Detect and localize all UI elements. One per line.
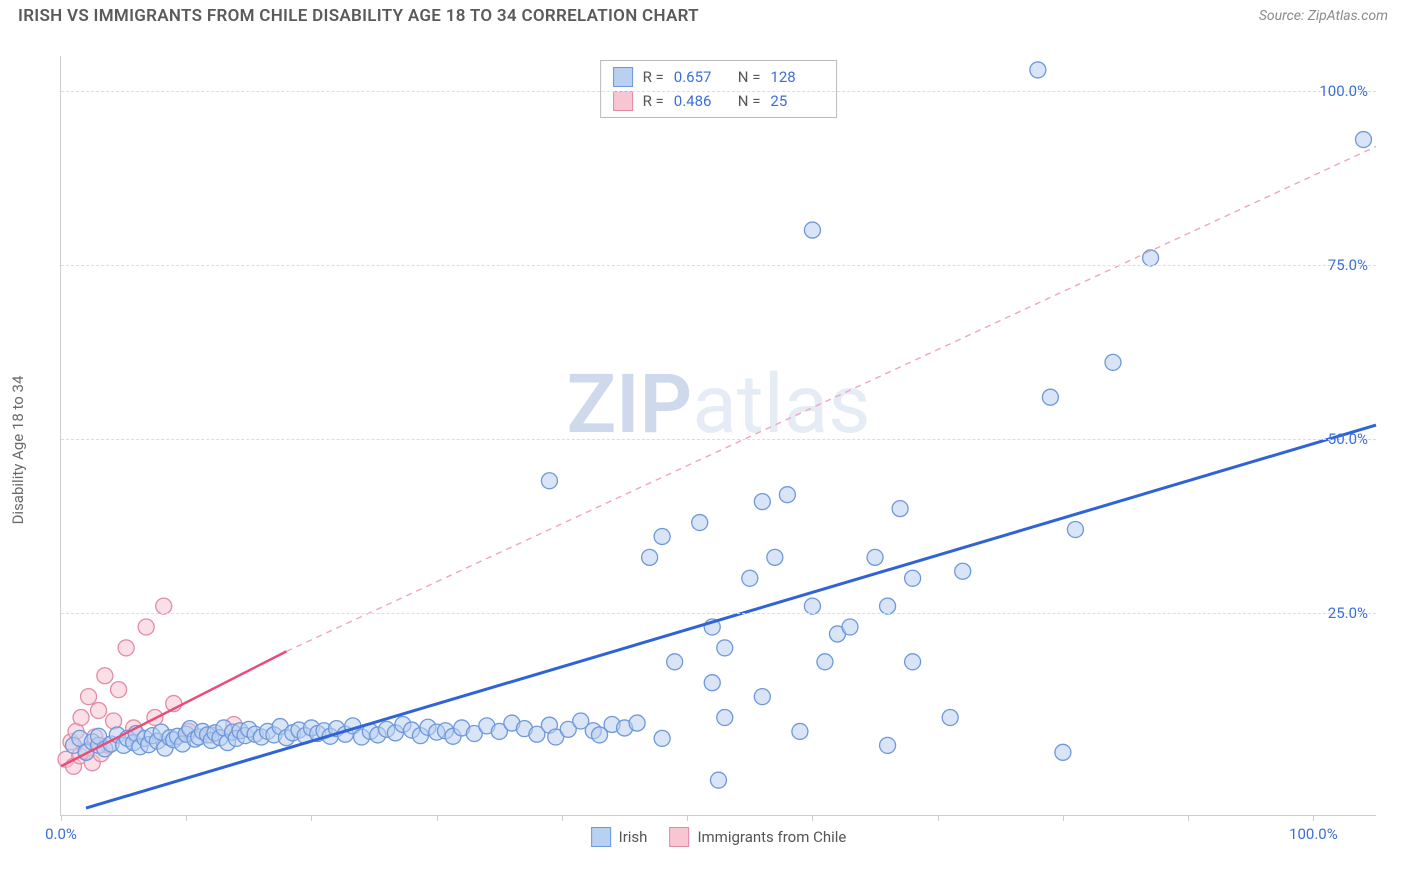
data-point bbox=[156, 598, 172, 614]
x-tick bbox=[186, 815, 187, 821]
y-tick-label: 75.0% bbox=[1328, 256, 1368, 274]
header-row: IRISH VS IMMIGRANTS FROM CHILE DISABILIT… bbox=[0, 0, 1406, 32]
data-point bbox=[654, 730, 670, 746]
trend-line bbox=[86, 425, 1376, 808]
data-point bbox=[804, 598, 820, 614]
plot-area: ZIPatlas R = 0.657 N = 128 R = 0.486 N =… bbox=[60, 56, 1376, 816]
y-tick-label: 50.0% bbox=[1328, 430, 1368, 448]
data-point bbox=[111, 682, 127, 698]
data-point bbox=[138, 619, 154, 635]
data-point bbox=[1067, 522, 1083, 538]
data-point bbox=[942, 710, 958, 726]
legend-swatch-irish bbox=[591, 827, 611, 847]
data-point bbox=[754, 689, 770, 705]
source-value: ZipAtlas.com bbox=[1308, 8, 1388, 24]
legend-item-irish: Irish bbox=[591, 827, 648, 847]
data-point bbox=[73, 710, 89, 726]
data-point bbox=[654, 528, 670, 544]
x-tick bbox=[1188, 815, 1189, 821]
data-point bbox=[1355, 132, 1371, 148]
data-point bbox=[905, 654, 921, 670]
x-tick bbox=[437, 815, 438, 821]
legend-item-chile: Immigrants from Chile bbox=[669, 827, 846, 847]
x-tick bbox=[562, 815, 563, 821]
data-point bbox=[642, 549, 658, 565]
data-point bbox=[1143, 250, 1159, 266]
chart-container: Disability Age 18 to 34 ZIPatlas R = 0.6… bbox=[18, 40, 1388, 860]
data-point bbox=[880, 737, 896, 753]
data-point bbox=[779, 487, 795, 503]
data-point bbox=[842, 619, 858, 635]
data-point bbox=[1055, 744, 1071, 760]
x-tick bbox=[812, 815, 813, 821]
data-point bbox=[717, 640, 733, 656]
trend-line bbox=[286, 147, 1376, 652]
x-tick bbox=[1313, 815, 1314, 821]
x-tick bbox=[1063, 815, 1064, 821]
data-point bbox=[955, 563, 971, 579]
data-point bbox=[880, 598, 896, 614]
data-point bbox=[804, 222, 820, 238]
data-point bbox=[81, 689, 97, 705]
x-tick bbox=[687, 815, 688, 821]
data-point bbox=[541, 473, 557, 489]
data-point bbox=[1042, 389, 1058, 405]
source-attribution: Source: ZipAtlas.com bbox=[1259, 8, 1388, 24]
data-point bbox=[817, 654, 833, 670]
x-tick bbox=[61, 815, 62, 821]
data-point bbox=[1105, 354, 1121, 370]
x-tick-label: 0.0% bbox=[45, 825, 77, 843]
legend-swatch-chile bbox=[669, 827, 689, 847]
data-point bbox=[905, 570, 921, 586]
svg-layer bbox=[61, 56, 1376, 815]
data-point bbox=[692, 515, 708, 531]
data-point bbox=[1030, 62, 1046, 78]
y-axis-label: Disability Age 18 to 34 bbox=[9, 376, 27, 525]
data-point bbox=[91, 703, 107, 719]
x-tick bbox=[311, 815, 312, 821]
gridline bbox=[61, 91, 1376, 92]
x-tick-label: 100.0% bbox=[1289, 825, 1338, 843]
x-tick bbox=[938, 815, 939, 821]
data-point bbox=[754, 494, 770, 510]
gridline bbox=[61, 439, 1376, 440]
data-point bbox=[792, 723, 808, 739]
y-tick-label: 100.0% bbox=[1319, 82, 1368, 100]
gridline bbox=[61, 265, 1376, 266]
series-legend: Irish Immigrants from Chile bbox=[591, 827, 847, 847]
data-point bbox=[667, 654, 683, 670]
data-point bbox=[97, 668, 113, 684]
data-point bbox=[629, 715, 645, 731]
chart-title: IRISH VS IMMIGRANTS FROM CHILE DISABILIT… bbox=[18, 6, 699, 26]
data-point bbox=[704, 675, 720, 691]
legend-label-chile: Immigrants from Chile bbox=[697, 828, 846, 846]
data-point bbox=[767, 549, 783, 565]
legend-label-irish: Irish bbox=[619, 828, 648, 846]
source-label: Source: bbox=[1259, 8, 1304, 24]
data-point bbox=[867, 549, 883, 565]
y-tick-label: 25.0% bbox=[1328, 604, 1368, 622]
data-point bbox=[892, 501, 908, 517]
data-point bbox=[711, 772, 727, 788]
gridline bbox=[61, 613, 1376, 614]
data-point bbox=[118, 640, 134, 656]
data-point bbox=[717, 710, 733, 726]
data-point bbox=[742, 570, 758, 586]
